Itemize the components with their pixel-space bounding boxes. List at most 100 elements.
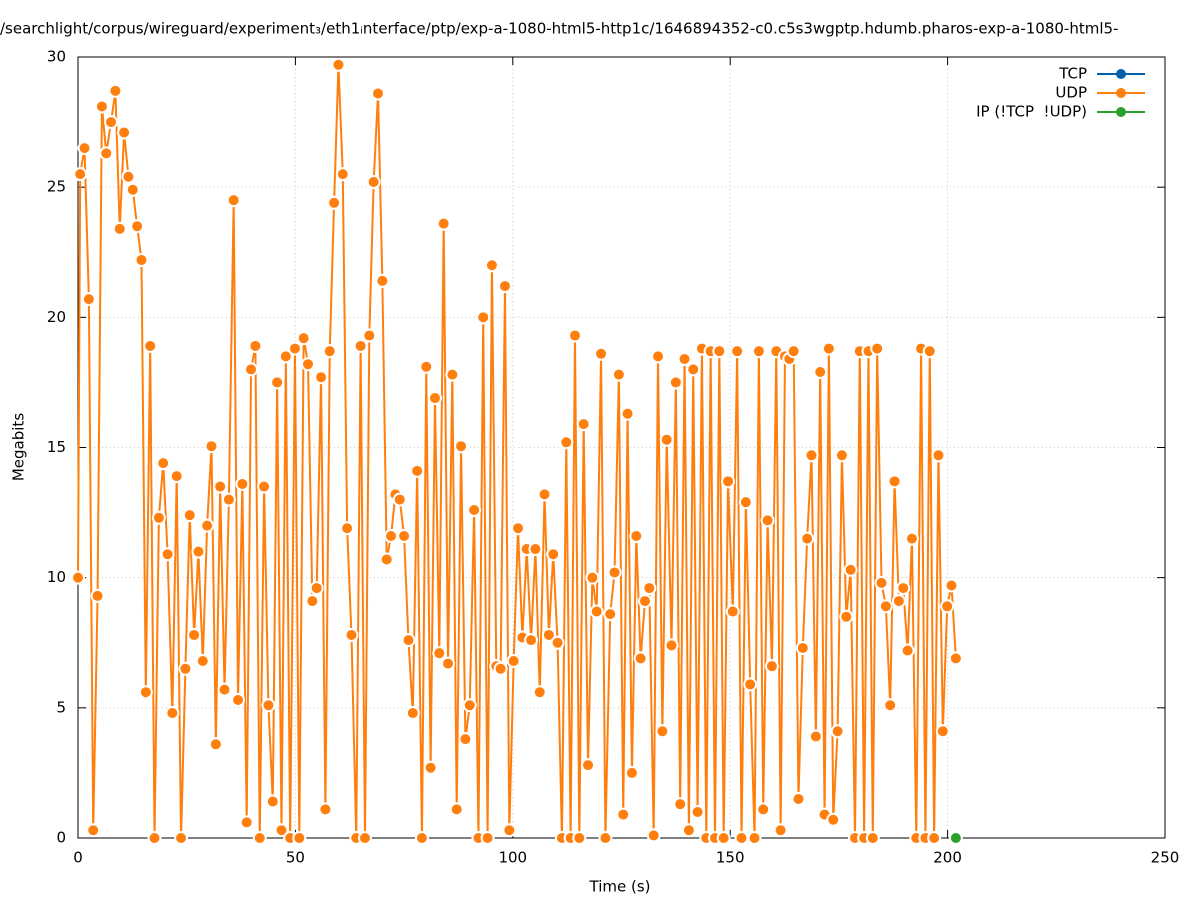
data-point (138, 685, 153, 700)
data-point (121, 169, 136, 184)
data-point (725, 604, 740, 619)
data-point (532, 685, 547, 700)
data-point (169, 469, 184, 484)
x-tick-label: 100 (498, 849, 527, 867)
y-tick-label: 5 (56, 698, 66, 716)
data-point (104, 115, 119, 130)
data-point (559, 435, 574, 450)
data-point (480, 831, 495, 845)
data-point (117, 125, 132, 140)
data-point (751, 344, 766, 359)
data-point (655, 724, 670, 739)
data-point (462, 698, 477, 713)
data-point (423, 760, 438, 775)
data-point (567, 328, 582, 343)
data-point (340, 521, 355, 536)
legend-label: TCP (1058, 65, 1087, 83)
data-point (314, 370, 329, 385)
data-point (182, 508, 197, 523)
data-point (738, 495, 753, 510)
data-point (830, 724, 845, 739)
data-point (252, 831, 267, 845)
data-point (200, 518, 215, 533)
data-point (764, 659, 779, 674)
data-point (322, 344, 337, 359)
data-point (71, 570, 85, 585)
data-point (353, 338, 368, 353)
data-point (800, 531, 815, 546)
data-point (445, 367, 460, 382)
data-point (541, 627, 556, 642)
data-point (843, 562, 858, 577)
data-point (677, 351, 692, 366)
chart-title: /searchlight/corpus/wireguard/experiment… (0, 20, 1118, 38)
data-point (287, 341, 302, 356)
data-point (673, 797, 688, 812)
data-point (410, 463, 425, 478)
data-point (576, 417, 591, 432)
data-point (476, 310, 491, 325)
data-point (931, 448, 946, 463)
data-point (896, 581, 911, 596)
data-point (734, 831, 749, 845)
data-point (86, 823, 101, 838)
data-point (760, 513, 775, 528)
data-point (125, 182, 140, 197)
x-tick-label: 150 (716, 849, 745, 867)
data-point (73, 167, 88, 182)
data-point (603, 607, 618, 622)
data-point (484, 258, 499, 273)
data-point (944, 578, 959, 593)
data-point (392, 492, 407, 507)
data-point (624, 765, 639, 780)
data-point (743, 677, 758, 692)
x-axis-label: Time (s) (589, 878, 651, 896)
data-point (620, 406, 635, 421)
data-point (191, 544, 206, 559)
data-point (454, 439, 469, 454)
data-point (217, 682, 232, 697)
legend-marker (1116, 107, 1126, 117)
data-point (305, 594, 320, 609)
y-axis-label: Megabits (10, 413, 28, 481)
data-point (646, 828, 661, 843)
data-point (598, 831, 613, 845)
data-point (891, 594, 906, 609)
data-point (427, 391, 442, 406)
data-point (948, 831, 963, 845)
data-point (261, 698, 276, 713)
data-point (607, 565, 622, 580)
data-point (813, 365, 828, 380)
data-point (130, 219, 145, 234)
data-point (147, 831, 162, 845)
data-point (550, 635, 565, 650)
data-point (572, 831, 587, 845)
data-point (524, 633, 539, 648)
x-tick-label: 0 (73, 849, 83, 867)
data-point (327, 195, 342, 210)
legend-label: IP (!TCP !UDP) (976, 103, 1087, 121)
data-point (681, 823, 696, 838)
data-point (331, 57, 346, 72)
data-point (795, 640, 810, 655)
y-tick-label: 25 (47, 178, 66, 196)
x-tick-label: 250 (1151, 849, 1180, 867)
data-point (414, 831, 429, 845)
data-point (344, 627, 359, 642)
legend-label: UDP (1055, 84, 1087, 102)
series-line (77, 64, 957, 839)
data-point (502, 823, 517, 838)
data-point (865, 831, 880, 845)
data-point (278, 349, 293, 364)
data-point (664, 638, 679, 653)
data-point (244, 362, 259, 377)
data-point (611, 367, 626, 382)
data-point (786, 344, 801, 359)
data-point (292, 831, 307, 845)
data-point (318, 802, 333, 817)
data-point (948, 651, 963, 666)
data-point (686, 362, 701, 377)
data-point (585, 570, 600, 585)
data-point (401, 633, 416, 648)
legend-marker (1116, 88, 1126, 98)
